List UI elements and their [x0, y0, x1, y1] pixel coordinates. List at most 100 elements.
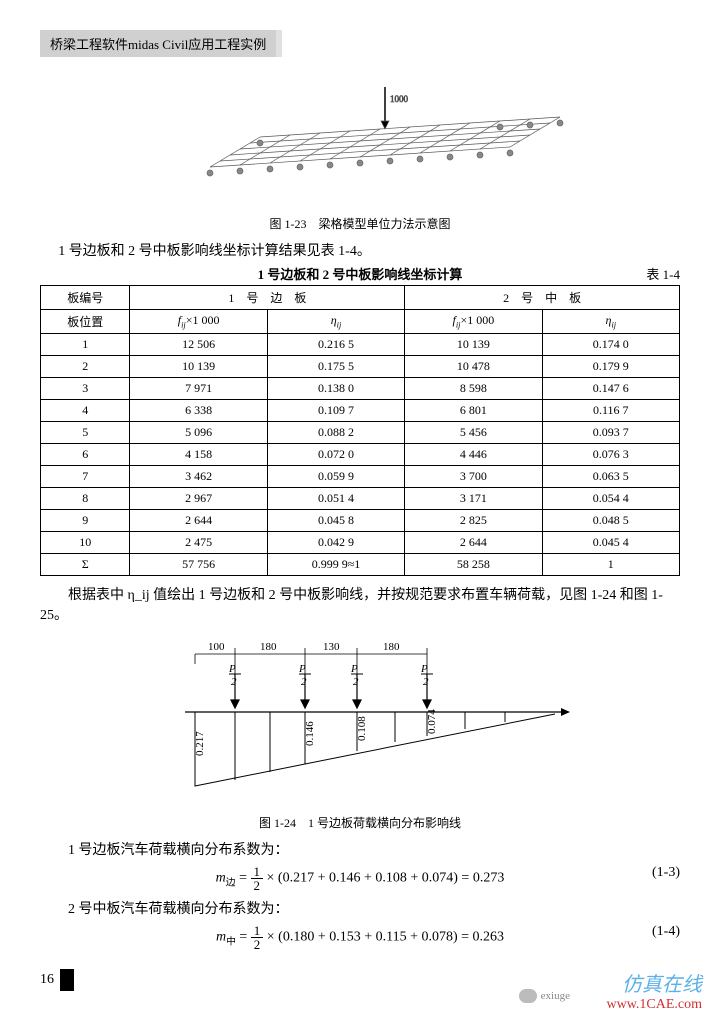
page-header-banner: 桥梁工程软件midas Civil应用工程实例 [40, 30, 282, 57]
cell-r8-c2: 0.045 8 [267, 510, 404, 532]
cell-r3-c4: 0.116 7 [542, 400, 679, 422]
cell-r4-c3: 5 456 [405, 422, 542, 444]
page-number: 16 [40, 972, 54, 988]
ord-0074: 0.074 [426, 709, 438, 734]
figure-1-23-caption: 图 1-23 梁格模型单位力法示意图 [40, 215, 680, 232]
cell-r6-c1: 3 462 [130, 466, 267, 488]
cell-r5-c0: 6 [41, 444, 130, 466]
subtext-2: 2 号中板汽车荷载横向分布系数为： [40, 898, 680, 918]
svg-text:2: 2 [423, 676, 429, 688]
table-title: 1 号边板和 2 号中板影响线坐标计算 [258, 267, 463, 282]
cell-r7-c0: 8 [41, 488, 130, 510]
cell-r10-c3: 58 258 [405, 554, 542, 576]
cell-r10-c1: 57 756 [130, 554, 267, 576]
cell-r10-c2: 0.999 9≈1 [267, 554, 404, 576]
paragraph-2: 根据表中 η_ij 值绘出 1 号边板和 2 号中板影响线，并按规范要求布置车辆… [40, 584, 680, 624]
cell-r10-c4: 1 [542, 554, 679, 576]
cell-r2-c1: 7 971 [130, 378, 267, 400]
cell-r9-c1: 2 475 [130, 532, 267, 554]
th-sub-4: ηij [542, 310, 679, 334]
cell-r5-c3: 4 446 [405, 444, 542, 466]
cell-r9-c4: 0.045 4 [542, 532, 679, 554]
footer-brand-cn: 仿真在线 [606, 968, 702, 997]
cell-r6-c3: 3 700 [405, 466, 542, 488]
cell-r5-c1: 4 158 [130, 444, 267, 466]
cell-r3-c3: 6 801 [405, 400, 542, 422]
th-col-id: 板编号 [41, 286, 130, 310]
cell-r6-c4: 0.063 5 [542, 466, 679, 488]
influence-line-figure: 100 180 130 180 P2 P2 P2 P2 [40, 636, 680, 810]
wechat-watermark: exiuge [519, 989, 570, 1003]
cell-r8-c3: 2 825 [405, 510, 542, 532]
th-sub-1: fij×1 000 [130, 310, 267, 334]
cell-r6-c2: 0.059 9 [267, 466, 404, 488]
unit-load-label: 1000 [390, 94, 409, 104]
cell-r2-c3: 8 598 [405, 378, 542, 400]
cell-r1-c2: 0.175 5 [267, 356, 404, 378]
cell-r2-c2: 0.138 0 [267, 378, 404, 400]
cell-r3-c2: 0.109 7 [267, 400, 404, 422]
table-number-label: 表 1-4 [646, 264, 680, 283]
cell-r9-c2: 0.042 9 [267, 532, 404, 554]
cell-r1-c0: 2 [41, 356, 130, 378]
cell-r0-c3: 10 139 [405, 334, 542, 356]
cell-r7-c1: 2 967 [130, 488, 267, 510]
paragraph-1: 1 号边板和 2 号中板影响线坐标计算结果见表 1-4。 [40, 240, 680, 260]
cell-r3-c0: 4 [41, 400, 130, 422]
eq-num-1-3: (1-3) [652, 865, 680, 881]
th-sub-2: ηij [267, 310, 404, 334]
cell-r4-c4: 0.093 7 [542, 422, 679, 444]
cell-r0-c1: 12 506 [130, 334, 267, 356]
dim-130: 130 [323, 641, 340, 653]
cell-r0-c0: 1 [41, 334, 130, 356]
equation-1-3: m边 = 12 × (0.217 + 0.146 + 0.108 + 0.074… [40, 865, 680, 892]
cell-r0-c4: 0.174 0 [542, 334, 679, 356]
cell-r8-c4: 0.048 5 [542, 510, 679, 532]
cell-r8-c0: 9 [41, 510, 130, 532]
cell-r1-c4: 0.179 9 [542, 356, 679, 378]
cell-r9-c3: 2 644 [405, 532, 542, 554]
dim-180b: 180 [383, 641, 400, 653]
svg-text:P: P [420, 663, 428, 675]
svg-text:P: P [350, 663, 358, 675]
cell-r7-c3: 3 171 [405, 488, 542, 510]
svg-text:2: 2 [231, 676, 237, 688]
cell-r9-c0: 10 [41, 532, 130, 554]
cell-r2-c4: 0.147 6 [542, 378, 679, 400]
cell-r3-c1: 6 338 [130, 400, 267, 422]
cell-r10-c0: Σ [41, 554, 130, 576]
cell-r7-c4: 0.054 4 [542, 488, 679, 510]
th-group-1: 1 号 边 板 [130, 286, 405, 310]
svg-text:2: 2 [353, 676, 359, 688]
cell-r1-c1: 10 139 [130, 356, 267, 378]
ord-0146: 0.146 [304, 721, 316, 746]
th-sub-3: fij×1 000 [405, 310, 542, 334]
cell-r5-c4: 0.076 3 [542, 444, 679, 466]
cell-r2-c0: 3 [41, 378, 130, 400]
th-group-2: 2 号 中 板 [405, 286, 680, 310]
svg-text:P: P [298, 663, 306, 675]
figure-1-24-caption: 图 1-24 1 号边板荷载横向分布影响线 [40, 814, 680, 831]
wechat-icon [519, 989, 537, 1003]
cell-r4-c1: 5 096 [130, 422, 267, 444]
ord-0108: 0.108 [356, 716, 368, 741]
svg-text:P: P [228, 663, 236, 675]
subtext-1: 1 号边板汽车荷载横向分布系数为： [40, 839, 680, 859]
eq-num-1-4: (1-4) [652, 924, 680, 940]
cell-r7-c2: 0.051 4 [267, 488, 404, 510]
equation-1-4: m中 = 12 × (0.180 + 0.153 + 0.115 + 0.078… [40, 924, 680, 951]
cell-r6-c0: 7 [41, 466, 130, 488]
cell-r0-c2: 0.216 5 [267, 334, 404, 356]
th-sub-0: 板位置 [41, 310, 130, 334]
dim-100: 100 [208, 641, 225, 653]
cell-r8-c1: 2 644 [130, 510, 267, 532]
page-number-bar [60, 969, 74, 991]
grillage-model-figure: 1000 [40, 77, 680, 211]
cell-r5-c2: 0.072 0 [267, 444, 404, 466]
footer-brand-url: www.1CAE.com [606, 997, 702, 1013]
cell-r1-c3: 10 478 [405, 356, 542, 378]
svg-text:2: 2 [301, 676, 307, 688]
page-number-box: 16 [40, 969, 680, 991]
footer-brand: 仿真在线 www.1CAE.com [606, 968, 702, 1013]
cell-r4-c0: 5 [41, 422, 130, 444]
